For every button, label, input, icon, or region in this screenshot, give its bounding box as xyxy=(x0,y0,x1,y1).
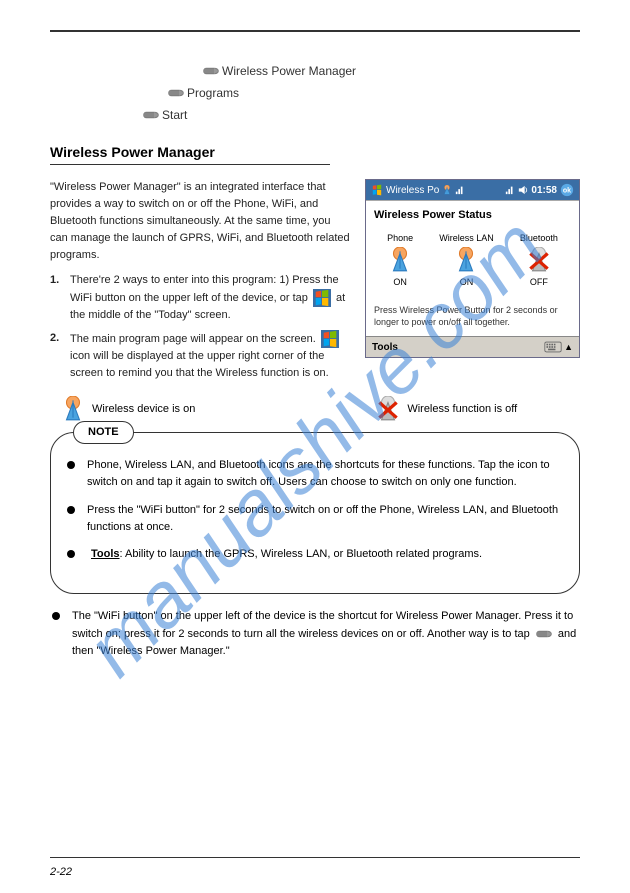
intro-para: "Wireless Power Manager" is an integrate… xyxy=(50,179,351,264)
signal-icon xyxy=(505,185,515,195)
page-number: 2-22 xyxy=(50,866,72,878)
step-num: 2. xyxy=(50,330,64,382)
step-num: 1. xyxy=(50,272,64,324)
note-text: : Ability to launch the GPRS, Wireless L… xyxy=(120,548,483,560)
hand-icon xyxy=(142,106,160,124)
legend-off: Wireless function is off xyxy=(375,396,517,422)
antenna-icon xyxy=(442,185,452,195)
breadcrumb-l3: Start xyxy=(140,106,580,124)
signal-icon xyxy=(455,185,465,195)
ss-state: ON xyxy=(460,277,474,287)
breadcrumb-l2: Programs xyxy=(165,84,580,102)
keyboard-icon[interactable] xyxy=(544,341,562,353)
ss-col-label: Wireless LAN xyxy=(439,233,494,243)
winflag-icon xyxy=(313,289,331,307)
device-screenshot: Wireless Po 01:58 Wireless Power Status … xyxy=(365,179,580,358)
ss-time: 01:58 xyxy=(531,185,557,196)
trailing-bullet: The "WiFi button" on the upper left of t… xyxy=(50,608,580,660)
legend-on: Wireless device is on xyxy=(60,396,195,422)
body-text: "Wireless Power Manager" is an integrate… xyxy=(50,179,351,388)
top-rule xyxy=(50,30,580,32)
antenna-on-icon xyxy=(453,247,479,273)
trailing-text: The "WiFi button" on the upper left of t… xyxy=(72,610,573,640)
ss-title-text: Wireless Po xyxy=(386,185,439,196)
breadcrumb-text: Wireless Power Manager xyxy=(222,64,356,78)
ss-wlan-toggle[interactable]: Wireless LAN ON xyxy=(439,233,494,287)
speaker-icon xyxy=(518,185,528,195)
antenna-on-icon xyxy=(387,247,413,273)
note-box: NOTE Phone, Wireless LAN, and Bluetooth … xyxy=(50,432,580,593)
hand-icon xyxy=(202,62,220,80)
ss-col-label: Bluetooth xyxy=(520,233,558,243)
ss-bt-toggle[interactable]: Bluetooth OFF xyxy=(520,233,558,287)
note-item: Tools: Ability to launch the GPRS, Wirel… xyxy=(87,546,559,563)
note-item: Press the "WiFi button" for 2 seconds to… xyxy=(87,502,559,536)
step-text: There're 2 ways to enter into this progr… xyxy=(70,274,339,304)
winflag-icon xyxy=(321,330,339,348)
hand-icon xyxy=(535,625,553,643)
ss-heading: Wireless Power Status xyxy=(374,209,571,221)
hand-icon xyxy=(167,84,185,102)
section-underline xyxy=(50,164,330,165)
antenna-off-icon xyxy=(526,247,552,273)
antenna-on-icon xyxy=(60,396,86,422)
step-2: 2. The main program page will appear on … xyxy=(50,330,351,382)
ss-col-label: Phone xyxy=(387,233,413,243)
ss-phone-toggle[interactable]: Phone ON xyxy=(387,233,413,287)
tools-underline: Tools xyxy=(91,548,120,560)
breadcrumb-text: Start xyxy=(162,108,187,122)
section-title: Wireless Power Manager xyxy=(50,144,580,160)
step-text: The main program page will appear on the… xyxy=(70,333,316,345)
up-arrow-icon[interactable]: ▲ xyxy=(564,342,573,352)
step-text: icon will be displayed at the upper righ… xyxy=(70,350,329,379)
winflag-icon xyxy=(371,184,383,196)
note-tab: NOTE xyxy=(73,421,134,444)
legend: Wireless device is on Wireless function … xyxy=(60,396,580,422)
breadcrumb-l1: Wireless Power Manager xyxy=(200,62,580,80)
legend-text: Wireless device is on xyxy=(92,403,195,415)
ss-tip: Press Wireless Power Button for 2 second… xyxy=(374,305,571,328)
ss-state: OFF xyxy=(530,277,548,287)
ok-icon[interactable] xyxy=(560,183,574,197)
note-item: Phone, Wireless LAN, and Bluetooth icons… xyxy=(87,457,559,491)
legend-text: Wireless function is off xyxy=(407,403,517,415)
ss-tools-label[interactable]: Tools xyxy=(372,342,398,353)
antenna-off-icon xyxy=(375,396,401,422)
step-1: 1. There're 2 ways to enter into this pr… xyxy=(50,272,351,324)
ss-state: ON xyxy=(393,277,407,287)
ss-titlebar: Wireless Po 01:58 xyxy=(366,180,579,200)
breadcrumb-text: Programs xyxy=(187,86,239,100)
bottom-rule xyxy=(50,857,580,858)
